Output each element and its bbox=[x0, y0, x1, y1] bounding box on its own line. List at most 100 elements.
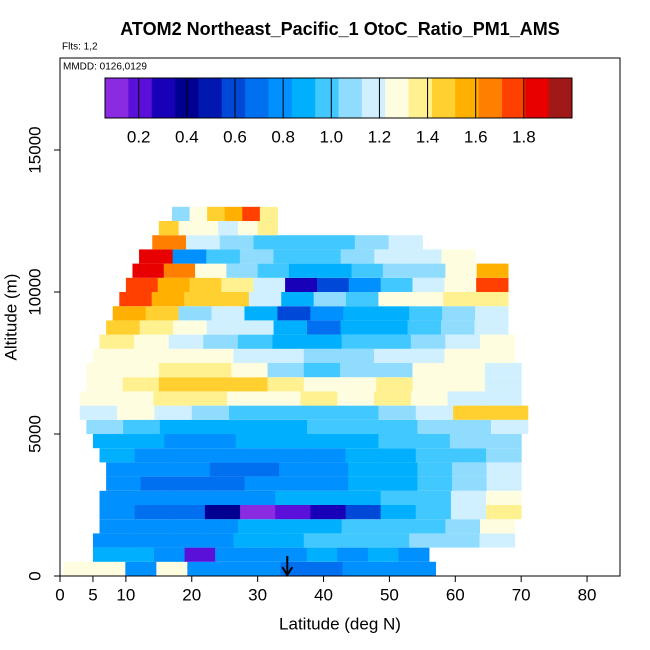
heat-cell bbox=[218, 221, 239, 236]
heat-cell bbox=[195, 363, 232, 378]
heat-cell bbox=[267, 363, 305, 378]
heat-cell bbox=[450, 490, 487, 506]
colorbar-swatch bbox=[548, 78, 573, 118]
heat-cell bbox=[190, 391, 228, 406]
heat-cell bbox=[412, 363, 450, 378]
y-axis-title: Altitude (m) bbox=[1, 274, 20, 361]
heat-cell bbox=[257, 221, 278, 236]
heat-cell bbox=[204, 505, 241, 520]
heat-cell bbox=[279, 462, 315, 477]
heat-cell bbox=[380, 419, 418, 435]
heat-cell bbox=[169, 448, 206, 463]
heat-cell bbox=[343, 306, 377, 321]
heat-cell bbox=[316, 277, 350, 293]
heat-cell bbox=[275, 505, 311, 520]
heat-cell bbox=[240, 490, 276, 506]
heat-cell bbox=[374, 391, 412, 406]
x-tick-label: 50 bbox=[380, 585, 399, 604]
heat-cell bbox=[272, 334, 308, 349]
heat-cell bbox=[221, 277, 254, 293]
heat-cell bbox=[307, 334, 343, 349]
heat-cell bbox=[275, 490, 311, 506]
heat-cell bbox=[450, 505, 487, 520]
heat-cell bbox=[300, 391, 338, 406]
heat-cell bbox=[198, 348, 234, 364]
heat-cell bbox=[415, 405, 454, 420]
heat-cell bbox=[287, 235, 322, 250]
heat-cell bbox=[454, 419, 492, 435]
heat-cell bbox=[378, 434, 415, 449]
heat-cell bbox=[444, 348, 480, 364]
heat-cell bbox=[63, 561, 95, 576]
heat-cell bbox=[106, 462, 142, 477]
colorbar-swatch bbox=[385, 78, 410, 118]
heat-cell bbox=[452, 476, 488, 491]
heat-cell bbox=[306, 547, 338, 562]
heat-cell bbox=[374, 320, 409, 335]
heat-cell bbox=[158, 377, 196, 392]
colorbar-swatch bbox=[501, 78, 526, 118]
heat-cell bbox=[480, 334, 516, 349]
heat-cell bbox=[367, 547, 399, 562]
heat-cell bbox=[226, 263, 259, 278]
heat-cell bbox=[444, 533, 480, 548]
heat-cell bbox=[168, 334, 204, 349]
heat-cell bbox=[288, 263, 321, 278]
heat-cell bbox=[441, 320, 476, 335]
heat-cell bbox=[320, 263, 353, 278]
heat-cell bbox=[380, 277, 413, 293]
heat-cell bbox=[272, 519, 308, 534]
heat-cell bbox=[417, 419, 455, 435]
heat-cell bbox=[342, 434, 379, 449]
heat-cell bbox=[139, 320, 174, 335]
heat-cell bbox=[268, 533, 305, 548]
heat-cell bbox=[443, 292, 477, 307]
heat-cell bbox=[268, 348, 305, 364]
x-tick-label: 0 bbox=[55, 585, 64, 604]
location-marker-head bbox=[281, 566, 294, 577]
colorbar-swatch bbox=[478, 78, 503, 118]
heat-cell bbox=[145, 306, 180, 321]
colorbar-swatch bbox=[431, 78, 456, 118]
heat-cell bbox=[196, 419, 234, 435]
heat-cell bbox=[233, 419, 271, 435]
heat-cell bbox=[313, 292, 347, 307]
heat-cell bbox=[447, 391, 485, 406]
heat-cell bbox=[376, 377, 413, 392]
heat-cell bbox=[186, 235, 221, 250]
heat-cell bbox=[480, 519, 516, 534]
heat-cell bbox=[86, 419, 124, 435]
heat-cell bbox=[206, 249, 241, 264]
heat-cell bbox=[313, 462, 349, 477]
heat-cell bbox=[376, 334, 412, 349]
heat-cell bbox=[271, 434, 308, 449]
heat-cell bbox=[277, 306, 311, 321]
heat-cell bbox=[79, 405, 118, 420]
heat-cell bbox=[285, 277, 318, 293]
heat-cell bbox=[195, 263, 227, 278]
colorbar-swatch bbox=[105, 78, 129, 118]
heat-cell bbox=[415, 505, 452, 520]
heat-cell bbox=[486, 490, 522, 506]
heat-cell bbox=[219, 235, 255, 250]
heat-cell bbox=[338, 348, 375, 364]
heat-cell bbox=[417, 476, 453, 491]
y-tick-label: 0 bbox=[25, 571, 44, 580]
x-tick-label: 40 bbox=[314, 585, 333, 604]
heat-cell bbox=[276, 547, 308, 562]
colorbar-tick-label: 1.6 bbox=[464, 127, 488, 146]
heat-cell bbox=[345, 448, 382, 463]
heat-cell bbox=[99, 490, 136, 506]
heat-cell bbox=[310, 448, 346, 463]
heat-cell bbox=[410, 391, 449, 406]
heat-cell bbox=[338, 533, 375, 548]
heat-cell bbox=[382, 476, 418, 491]
heat-cell bbox=[191, 405, 230, 420]
heat-cell bbox=[200, 434, 237, 449]
heat-cell bbox=[273, 249, 308, 264]
heat-cell bbox=[376, 306, 410, 321]
heat-cell bbox=[476, 277, 509, 293]
heat-cell bbox=[345, 490, 382, 506]
heat-cell bbox=[479, 348, 516, 364]
colorbar-tick-label: 1.0 bbox=[319, 127, 343, 146]
